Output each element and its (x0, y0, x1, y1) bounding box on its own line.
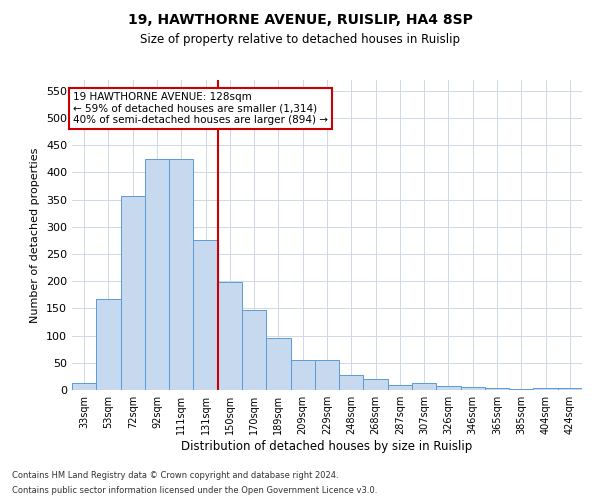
Bar (412, 384, 436, 390)
Bar (339, 376, 364, 390)
Y-axis label: Number of detached properties: Number of detached properties (31, 148, 40, 322)
Bar (436, 386, 461, 390)
Bar (96, 298, 121, 390)
Bar (169, 159, 193, 390)
Text: 19 HAWTHORNE AVENUE: 128sqm
← 59% of detached houses are smaller (1,314)
40% of : 19 HAWTHORNE AVENUE: 128sqm ← 59% of det… (73, 92, 328, 125)
Text: Contains public sector information licensed under the Open Government Licence v3: Contains public sector information licen… (12, 486, 377, 495)
Bar (145, 159, 169, 390)
Bar (218, 282, 242, 390)
Bar (485, 388, 509, 390)
Text: Contains HM Land Registry data © Crown copyright and database right 2024.: Contains HM Land Registry data © Crown c… (12, 471, 338, 480)
Bar (266, 338, 290, 390)
Bar (533, 388, 558, 390)
X-axis label: Distribution of detached houses by size in Ruislip: Distribution of detached houses by size … (181, 440, 473, 453)
Bar (461, 388, 485, 390)
Bar (315, 360, 339, 390)
Bar (388, 384, 412, 390)
Text: Size of property relative to detached houses in Ruislip: Size of property relative to detached ho… (140, 32, 460, 46)
Bar (72, 384, 96, 390)
Bar (364, 379, 388, 390)
Bar (121, 196, 145, 390)
Text: 19, HAWTHORNE AVENUE, RUISLIP, HA4 8SP: 19, HAWTHORNE AVENUE, RUISLIP, HA4 8SP (128, 12, 472, 26)
Bar (558, 388, 582, 390)
Bar (193, 240, 218, 390)
Bar (242, 310, 266, 390)
Bar (290, 360, 315, 390)
